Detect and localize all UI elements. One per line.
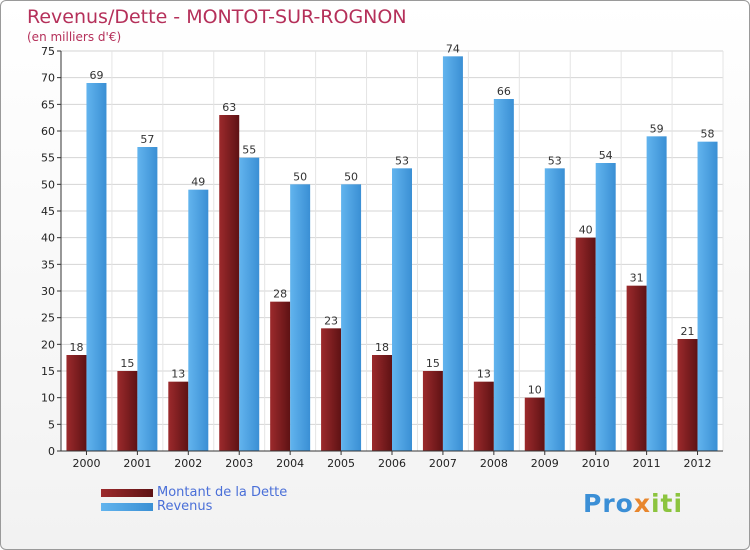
data-label: 13 — [477, 368, 491, 381]
bar-debt-2009 — [524, 397, 545, 451]
x-tick-label: 2010 — [582, 457, 610, 470]
data-label: 54 — [599, 149, 613, 162]
bar-debt-2000 — [66, 355, 87, 451]
bar-debt-2002 — [168, 381, 189, 451]
y-tick-label: 65 — [41, 98, 55, 111]
bar-revenue-2008 — [493, 99, 514, 451]
bar-debt-2004 — [270, 301, 291, 451]
legend-swatch-debt — [101, 489, 153, 497]
data-label: 28 — [273, 288, 287, 301]
data-label: 57 — [140, 133, 154, 146]
y-tick-label: 20 — [41, 338, 55, 351]
y-tick-label: 60 — [41, 125, 55, 138]
y-tick-label: 0 — [48, 445, 55, 458]
legend-swatch-revenue — [101, 503, 153, 511]
data-label: 50 — [344, 170, 358, 183]
data-label: 53 — [395, 154, 409, 167]
bar-debt-2007 — [422, 371, 443, 451]
bar-debt-2012 — [677, 339, 698, 451]
chart-title: Revenus/Dette - MONTOT-SUR-ROGNON — [27, 6, 407, 28]
data-label: 15 — [426, 357, 440, 370]
data-label: 63 — [222, 101, 236, 114]
bar-revenue-2009 — [544, 168, 565, 452]
x-tick-label: 2008 — [480, 457, 508, 470]
x-tick-label: 2009 — [531, 457, 559, 470]
bar-debt-2008 — [473, 381, 494, 451]
y-tick-label: 50 — [41, 178, 55, 191]
bar-revenue-2004 — [290, 184, 311, 452]
data-label: 10 — [528, 384, 542, 397]
x-tick-label: 2005 — [327, 457, 355, 470]
data-label: 66 — [497, 85, 511, 98]
bar-revenue-2003 — [239, 157, 260, 451]
bar-debt-2006 — [372, 355, 392, 451]
chart-subtitle: (en milliers d'€) — [27, 30, 122, 44]
bar-revenue-2007 — [442, 56, 463, 451]
bar-debt-2001 — [117, 371, 138, 451]
y-tick-label: 5 — [48, 418, 55, 431]
x-tick-label: 2007 — [429, 457, 457, 470]
data-label: 21 — [681, 325, 695, 338]
data-label: 50 — [293, 170, 307, 183]
legend-label-revenue: Revenus — [157, 499, 213, 514]
bar-debt-2011 — [626, 285, 647, 451]
data-label: 49 — [191, 176, 205, 189]
data-label: 31 — [630, 272, 644, 285]
data-label: 18 — [375, 341, 389, 354]
data-label: 69 — [89, 69, 103, 82]
x-tick-label: 2004 — [276, 457, 304, 470]
bar-revenue-2011 — [646, 136, 667, 452]
legend-label-debt: Montant de la Dette — [157, 485, 288, 500]
x-tick-label: 2011 — [633, 457, 661, 470]
y-tick-label: 30 — [41, 285, 55, 298]
bar-revenue-2001 — [137, 147, 158, 451]
x-tick-label: 2012 — [684, 457, 712, 470]
x-tick-label: 2000 — [72, 457, 100, 470]
y-tick-label: 10 — [41, 392, 55, 405]
bar-debt-2003 — [219, 115, 240, 451]
bar-revenue-2000 — [86, 83, 107, 451]
y-tick-label: 40 — [41, 232, 55, 245]
y-tick-label: 35 — [41, 258, 55, 271]
data-label: 40 — [579, 224, 593, 237]
proxiti-logo: Proxiti — [583, 489, 684, 518]
y-tick-label: 25 — [41, 312, 55, 325]
y-tick-label: 15 — [41, 365, 55, 378]
bar-revenue-2012 — [697, 141, 718, 451]
bar-debt-2010 — [575, 237, 596, 451]
data-label: 55 — [242, 144, 256, 157]
x-tick-label: 2003 — [225, 457, 253, 470]
bar-revenue-2006 — [392, 168, 412, 452]
x-tick-label: 2006 — [378, 457, 406, 470]
data-label: 15 — [120, 357, 134, 370]
y-tick-label: 55 — [41, 152, 55, 165]
bar-debt-2005 — [321, 328, 342, 451]
data-label: 18 — [69, 341, 83, 354]
data-label: 53 — [548, 154, 562, 167]
data-label: 74 — [446, 42, 460, 55]
data-label: 58 — [701, 128, 715, 141]
bar-revenue-2005 — [341, 184, 362, 452]
y-tick-label: 75 — [41, 45, 55, 58]
x-tick-label: 2001 — [123, 457, 151, 470]
data-label: 13 — [171, 368, 185, 381]
y-tick-label: 45 — [41, 205, 55, 218]
x-tick-label: 2002 — [174, 457, 202, 470]
bar-revenue-2002 — [188, 189, 209, 451]
data-label: 59 — [650, 122, 664, 135]
y-tick-label: 70 — [41, 72, 55, 85]
data-label: 23 — [324, 314, 338, 327]
bar-revenue-2010 — [595, 163, 616, 451]
